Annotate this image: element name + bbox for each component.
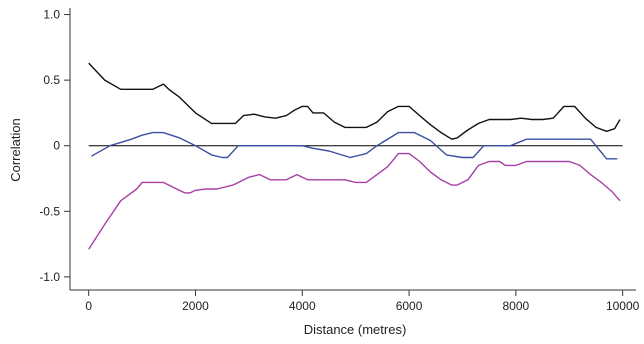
x-tick-label: 0 [85,299,92,313]
x-tick-label: 10000 [606,299,640,313]
y-axis-title: Correlation [8,118,23,182]
x-tick-label: 4000 [289,299,316,313]
ticks: 1.0 0.5 0 -0.5 -1.0 0 2000 4000 6000 8000 10000 [39,8,639,313]
axes [69,8,636,291]
x-axis-title: Distance (metres) [304,322,407,337]
series-line-3 [88,152,621,250]
x-tick-label: 8000 [503,299,530,313]
series-group [88,62,621,250]
x-tick-label: 2000 [182,299,209,313]
y-tick-label: -0.5 [39,204,60,218]
x-tick-label: 6000 [396,299,423,313]
series-line-2 [91,131,618,160]
series-line-1 [88,62,621,140]
y-tick-label: 0.5 [43,73,60,87]
y-tick-label: 1.0 [43,8,60,22]
y-tick-label: -1.0 [39,270,60,284]
y-tick-label: 0 [53,139,60,153]
